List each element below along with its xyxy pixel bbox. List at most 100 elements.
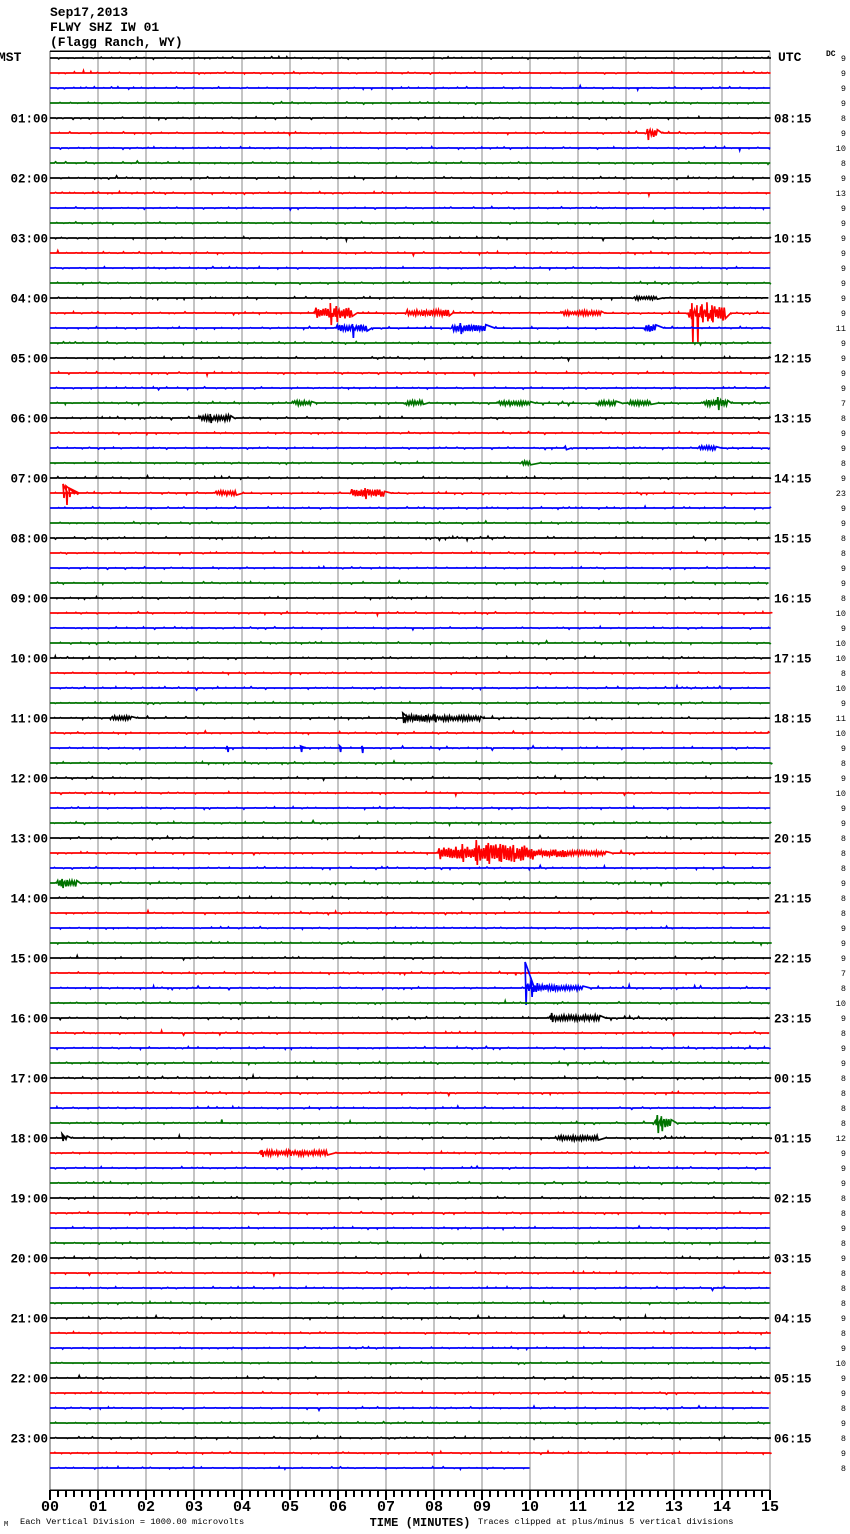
svg-text:01:15: 01:15 [774, 1133, 812, 1147]
svg-text:10: 10 [836, 609, 846, 619]
svg-text:10: 10 [521, 1499, 539, 1516]
svg-text:20:15: 20:15 [774, 833, 812, 847]
svg-text:9: 9 [841, 309, 846, 319]
svg-text:8: 8 [841, 1464, 846, 1474]
svg-text:05:15: 05:15 [774, 1373, 812, 1387]
svg-text:9: 9 [841, 1224, 846, 1234]
svg-text:12:00: 12:00 [10, 773, 48, 787]
svg-text:14: 14 [713, 1499, 731, 1516]
svg-text:Each Vertical Division = 1000.: Each Vertical Division = 1000.00 microvo… [20, 1517, 244, 1527]
svg-text:8: 8 [841, 459, 846, 469]
svg-text:9: 9 [841, 69, 846, 79]
svg-text:9: 9 [841, 504, 846, 514]
svg-text:9: 9 [841, 444, 846, 454]
svg-text:10: 10 [836, 1359, 846, 1369]
svg-text:9: 9 [841, 369, 846, 379]
svg-text:9: 9 [841, 174, 846, 184]
svg-text:9: 9 [841, 1059, 846, 1069]
svg-text:16:00: 16:00 [10, 1013, 48, 1027]
svg-text:06:15: 06:15 [774, 1433, 812, 1447]
svg-text:9: 9 [841, 474, 846, 484]
svg-text:9: 9 [841, 1164, 846, 1174]
svg-text:18:00: 18:00 [10, 1133, 48, 1147]
svg-text:9: 9 [841, 744, 846, 754]
svg-text:03:00: 03:00 [10, 233, 48, 247]
svg-text:9: 9 [841, 354, 846, 364]
svg-text:10: 10 [836, 654, 846, 664]
svg-text:9: 9 [841, 279, 846, 289]
svg-text:8: 8 [841, 669, 846, 679]
svg-text:TIME (MINUTES): TIME (MINUTES) [370, 1516, 471, 1530]
svg-text:9: 9 [841, 84, 846, 94]
svg-text:8: 8 [841, 1089, 846, 1099]
svg-text:17:15: 17:15 [774, 653, 812, 667]
svg-text:8: 8 [841, 1284, 846, 1294]
svg-text:14:15: 14:15 [774, 473, 812, 487]
svg-text:01: 01 [89, 1499, 107, 1516]
svg-text:9: 9 [841, 579, 846, 589]
svg-text:04:00: 04:00 [10, 293, 48, 307]
svg-text:9: 9 [841, 519, 846, 529]
svg-text:8: 8 [841, 759, 846, 769]
svg-text:8: 8 [841, 1299, 846, 1309]
svg-text:18:15: 18:15 [774, 713, 812, 727]
svg-text:11: 11 [569, 1499, 587, 1516]
svg-text:9: 9 [841, 564, 846, 574]
svg-text:22:15: 22:15 [774, 953, 812, 967]
svg-text:7: 7 [841, 399, 846, 409]
svg-text:15:00: 15:00 [10, 953, 48, 967]
svg-text:9: 9 [841, 294, 846, 304]
svg-text:04:15: 04:15 [774, 1313, 812, 1327]
svg-text:8: 8 [841, 1329, 846, 1339]
svg-text:FLWY SHZ IW 01: FLWY SHZ IW 01 [50, 20, 159, 35]
svg-text:07: 07 [377, 1499, 395, 1516]
svg-text:8: 8 [841, 159, 846, 169]
svg-text:9: 9 [841, 99, 846, 109]
svg-text:12: 12 [617, 1499, 635, 1516]
svg-text:03: 03 [185, 1499, 203, 1516]
svg-text:13:15: 13:15 [774, 413, 812, 427]
svg-text:UTC: UTC [778, 50, 802, 65]
svg-text:MST: MST [0, 50, 22, 65]
svg-text:09: 09 [473, 1499, 491, 1516]
svg-text:08:00: 08:00 [10, 533, 48, 547]
svg-text:9: 9 [841, 1014, 846, 1024]
svg-text:9: 9 [841, 1179, 846, 1189]
svg-text:9: 9 [841, 1419, 846, 1429]
svg-text:21:15: 21:15 [774, 893, 812, 907]
svg-text:9: 9 [841, 1449, 846, 1459]
svg-text:10: 10 [836, 684, 846, 694]
svg-text:11:00: 11:00 [10, 713, 48, 727]
svg-text:05: 05 [281, 1499, 299, 1516]
svg-text:02:15: 02:15 [774, 1193, 812, 1207]
svg-text:17:00: 17:00 [10, 1073, 48, 1087]
svg-text:10: 10 [836, 999, 846, 1009]
svg-text:9: 9 [841, 1254, 846, 1264]
svg-text:10: 10 [836, 639, 846, 649]
svg-text:07:00: 07:00 [10, 473, 48, 487]
svg-text:13:00: 13:00 [10, 833, 48, 847]
svg-text:11: 11 [836, 714, 846, 724]
svg-text:8: 8 [841, 1209, 846, 1219]
svg-text:9: 9 [841, 234, 846, 244]
svg-text:9: 9 [841, 804, 846, 814]
svg-text:06: 06 [329, 1499, 347, 1516]
svg-text:02:00: 02:00 [10, 173, 48, 187]
svg-text:(Flagg Ranch, WY): (Flagg Ranch, WY) [50, 35, 183, 50]
svg-text:8: 8 [841, 594, 846, 604]
svg-text:9: 9 [841, 219, 846, 229]
svg-text:9: 9 [841, 384, 846, 394]
svg-text:8: 8 [841, 1119, 846, 1129]
svg-text:8: 8 [841, 114, 846, 124]
svg-text:15:15: 15:15 [774, 533, 812, 547]
svg-text:9: 9 [841, 1374, 846, 1384]
svg-text:19:15: 19:15 [774, 773, 812, 787]
svg-text:09:15: 09:15 [774, 173, 812, 187]
svg-text:23:00: 23:00 [10, 1433, 48, 1447]
svg-text:03:15: 03:15 [774, 1253, 812, 1267]
svg-text:8: 8 [841, 1269, 846, 1279]
svg-text:9: 9 [841, 429, 846, 439]
svg-text:9: 9 [841, 774, 846, 784]
svg-text:11:15: 11:15 [774, 293, 812, 307]
svg-text:9: 9 [841, 1314, 846, 1324]
